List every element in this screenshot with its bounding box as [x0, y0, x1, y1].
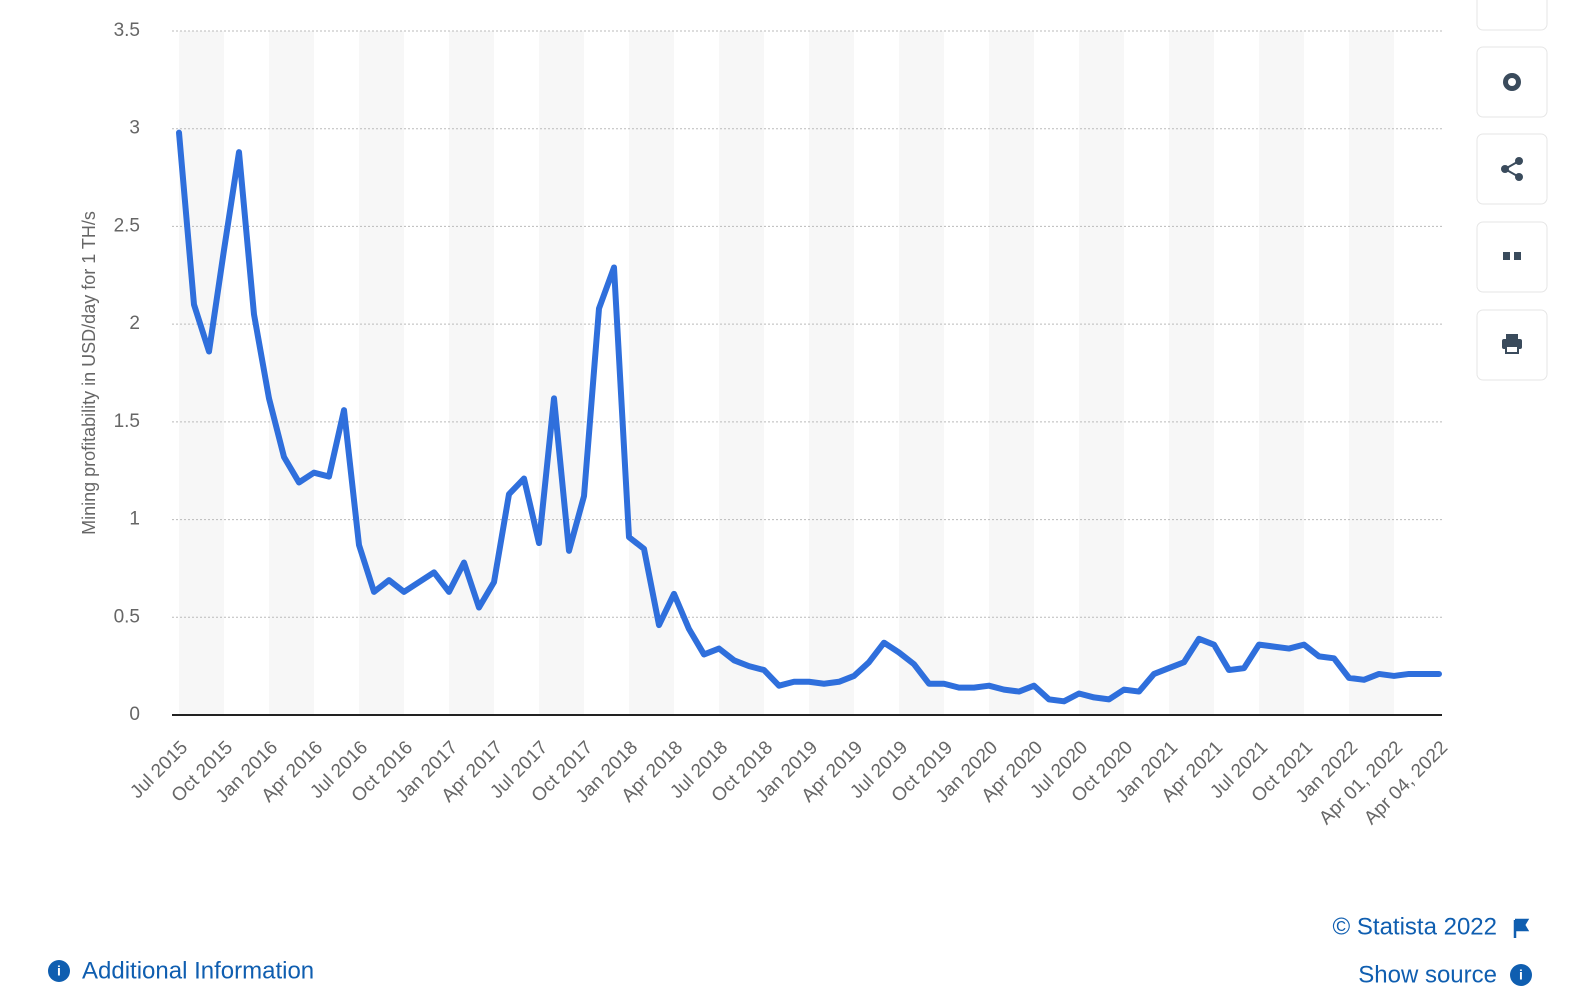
show-source-link[interactable]: Show source [1358, 961, 1497, 988]
y-tick-label: 0.5 [114, 606, 140, 627]
band [989, 31, 1034, 715]
y-tick-label: 1 [129, 509, 140, 530]
y-tick-label: 2.5 [114, 215, 140, 236]
bands [179, 31, 1394, 715]
quote-icon [1503, 252, 1510, 260]
y-axis-title: Mining profitability in USD/day for 1 TH… [79, 211, 99, 535]
y-tick-label: 2 [129, 313, 140, 334]
cite-button[interactable] [1476, 221, 1548, 293]
additional-info-link[interactable]: Additional Information [82, 957, 314, 984]
copyright[interactable]: © Statista 2022 [1333, 913, 1497, 940]
gear-hole [1508, 78, 1516, 86]
band [539, 31, 584, 715]
info-glyph: i [1519, 967, 1523, 983]
button[interactable] [1476, 0, 1548, 31]
band [1169, 31, 1214, 715]
print-icon [1505, 345, 1519, 354]
band [359, 31, 404, 715]
share-button[interactable] [1476, 133, 1548, 205]
share-lines [1504, 160, 1520, 178]
band [809, 31, 854, 715]
info-icon [48, 960, 70, 982]
band [449, 31, 494, 715]
quote-icon [1514, 252, 1521, 260]
y-tick-label: 1.5 [114, 411, 140, 432]
band [899, 31, 944, 715]
icons [1501, 73, 1523, 354]
plot [176, 129, 1442, 705]
info-glyph: i [57, 963, 61, 979]
band [269, 31, 314, 715]
y-tick-label: 0 [129, 704, 140, 725]
band [1079, 31, 1124, 715]
band [1259, 31, 1304, 715]
band [179, 31, 224, 715]
flag-icon [1513, 918, 1530, 938]
print-icon [1506, 334, 1518, 339]
y-tick-label: 3.5 [114, 20, 140, 41]
band [719, 31, 764, 715]
info-icon [1510, 964, 1532, 986]
band [1349, 31, 1394, 715]
toolbar [1476, 0, 1548, 381]
line [176, 129, 1442, 705]
y-tick-label: 3 [129, 118, 140, 139]
